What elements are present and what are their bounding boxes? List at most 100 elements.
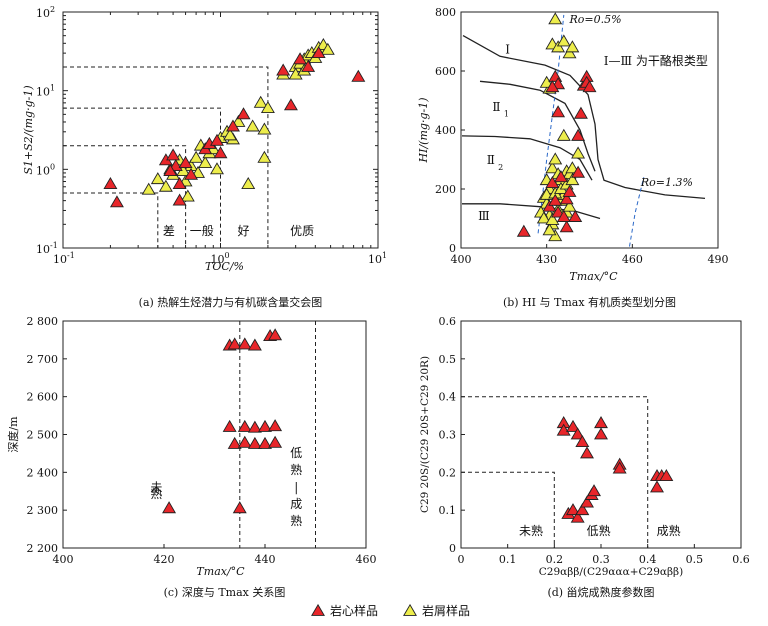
- core-point: [247, 338, 262, 351]
- low-mature-label: 低熟: [587, 523, 611, 538]
- ro-0-5-label: Ro=0.5%: [569, 13, 622, 26]
- core-point: [553, 170, 568, 183]
- y-tick-label: 0.4: [439, 391, 457, 404]
- cutting-point: [198, 156, 213, 169]
- core-point: [559, 220, 574, 233]
- core-point: [237, 435, 252, 448]
- core-point: [162, 501, 177, 514]
- y-tick-label: 0.5: [439, 353, 457, 366]
- core-point: [551, 205, 566, 218]
- type-boundary-3: [462, 203, 601, 220]
- core-point: [571, 128, 586, 141]
- x-tick-label: 460: [622, 253, 643, 266]
- core-point: [659, 469, 674, 482]
- core-point: [178, 156, 193, 169]
- y-axis-label: HI/(mg·g-1): [417, 98, 430, 164]
- core-point: [580, 446, 594, 459]
- y-tick-label: 2 500: [27, 429, 59, 442]
- cutting-point: [539, 75, 554, 88]
- cutting-point: [245, 119, 260, 132]
- cutting-point: [562, 46, 577, 59]
- core-point: [566, 503, 580, 516]
- x-tick-label: 0: [458, 553, 465, 566]
- core-point: [268, 419, 283, 432]
- y-tick-label: 101: [36, 84, 55, 99]
- core-point: [311, 46, 326, 59]
- core-point: [213, 146, 228, 159]
- y-tick-label: 2 300: [27, 504, 59, 517]
- core-point: [237, 337, 252, 350]
- x-tick-label: 0.2: [546, 553, 564, 566]
- x-tick-label: 101: [368, 251, 387, 266]
- x-axis-label: TOC/%: [205, 260, 244, 273]
- y-tick-label: 0.3: [439, 429, 457, 442]
- core-point: [172, 176, 187, 189]
- core-point: [594, 416, 608, 429]
- legend-core-label: 岩心样品: [330, 603, 378, 618]
- cutting-point: [562, 199, 577, 212]
- core-point: [551, 105, 566, 118]
- core-point: [225, 119, 240, 132]
- cutting-point: [556, 34, 571, 47]
- y-tick-label: 800: [435, 6, 456, 19]
- type-boundary-2: [461, 135, 593, 181]
- x-axis-label: Tmax/°C: [569, 270, 618, 283]
- core-point: [568, 209, 583, 222]
- cutting-point: [536, 211, 551, 224]
- mature-label: 成熟: [657, 523, 681, 538]
- y-axis-label: S1+S2/(mg·g-1): [22, 85, 35, 174]
- core-point: [236, 107, 251, 120]
- core-point: [293, 52, 308, 65]
- cutting-point: [548, 152, 563, 165]
- core-point: [516, 224, 531, 237]
- core-point: [247, 420, 262, 433]
- threshold-fair: [63, 145, 187, 248]
- x-tick-label: 0.3: [592, 553, 610, 566]
- x-tick-label: 440: [255, 553, 276, 566]
- cutting-point: [189, 150, 204, 163]
- core-point: [582, 80, 597, 93]
- low-mature-label: 低: [290, 446, 302, 460]
- cutting-point: [210, 162, 224, 175]
- core-point: [227, 436, 242, 449]
- x-axis-label: Tmax/°C: [196, 565, 245, 578]
- core-point: [237, 419, 252, 432]
- x-tick-label: 0.5: [686, 553, 704, 566]
- x-tick-label: 0.6: [732, 553, 750, 566]
- type-boundary-1: [479, 80, 596, 172]
- core-point: [573, 106, 588, 119]
- cutting-point: [565, 161, 580, 174]
- panel-d: 0 0.1 0.2 0.3 0.4 0.5 0.6 0 0.1 0.2 0.3 0.4 0.5 0.6 未熟…: [419, 315, 750, 599]
- cutting-point: [158, 179, 173, 192]
- panel-a: 10-1 100 101 10-1 100 101 102 差 一般 好 优质 TOC/% S1+S2/…: [22, 5, 387, 309]
- core-point: [232, 501, 247, 514]
- y-tick-label: 0.6: [439, 315, 457, 328]
- core-point: [301, 59, 316, 72]
- legend-cutting-label: 岩屑样品: [422, 603, 470, 618]
- cutting-point: [542, 223, 557, 236]
- cutting-point: [320, 42, 335, 55]
- cutting-point: [257, 150, 272, 163]
- cutting-point: [141, 182, 156, 195]
- low-mature-label: |: [294, 480, 298, 494]
- y-tick-label: 0: [449, 542, 456, 555]
- cutting-point: [548, 229, 563, 242]
- legend-core-marker: [311, 603, 325, 616]
- core-point: [268, 328, 283, 341]
- core-point: [184, 167, 199, 180]
- immature-label-1: 未: [150, 480, 162, 494]
- core-point: [580, 495, 594, 508]
- low-mature-label: 熟: [290, 462, 302, 477]
- caption-d: (d) 甾烷成熟度参数图: [547, 585, 654, 599]
- ro-1-3-line: [629, 177, 645, 247]
- zone-label: 差: [163, 224, 175, 238]
- x-tick-label: 490: [708, 253, 729, 266]
- type-III-label: Ⅲ: [478, 209, 490, 223]
- type-II2-label: Ⅱ: [487, 153, 495, 167]
- threshold-excellent: [63, 66, 269, 248]
- core-point: [545, 176, 560, 189]
- x-tick-label: 0.1: [499, 553, 517, 566]
- cutting-point: [565, 173, 580, 186]
- caption-a: (a) 热解生烃潜力与有机碳含量交会图: [139, 295, 323, 309]
